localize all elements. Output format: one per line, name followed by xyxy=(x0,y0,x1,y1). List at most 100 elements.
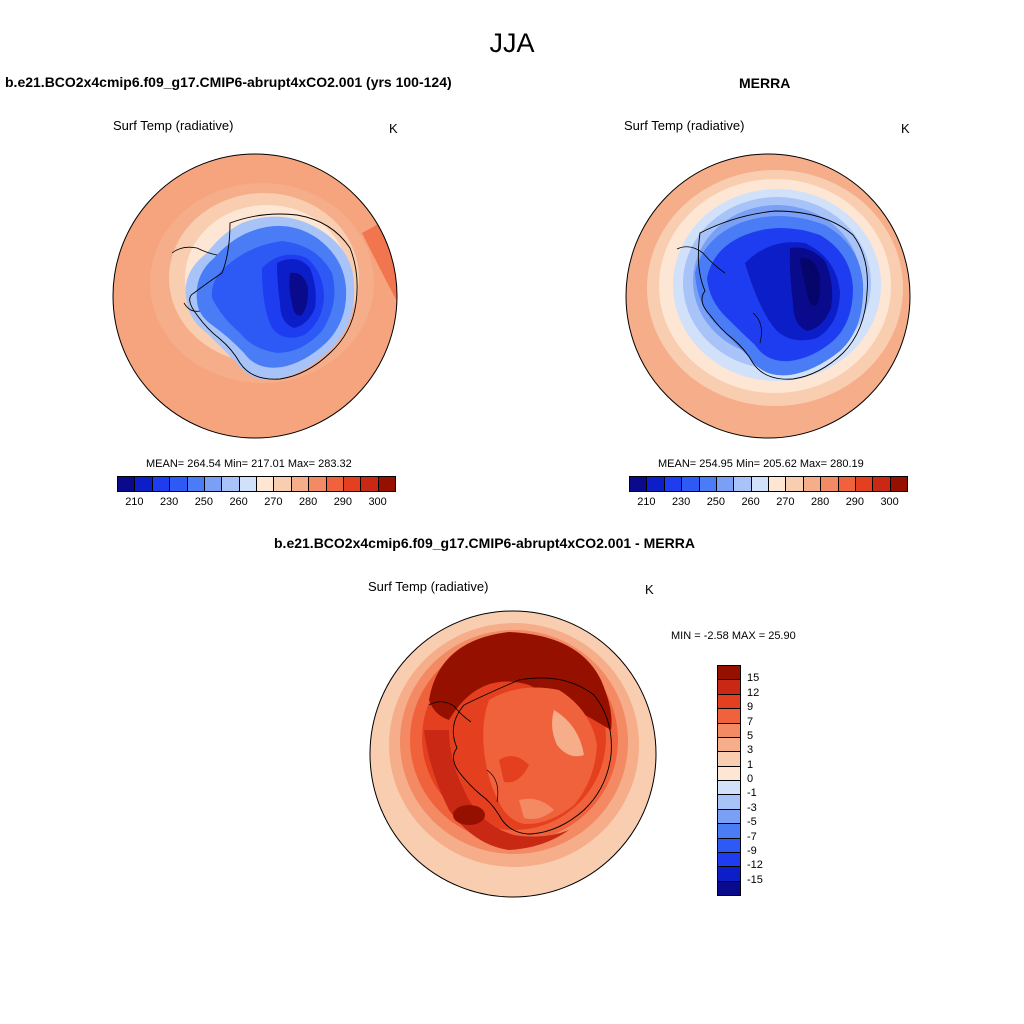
diff-colorbar-ticks: 15 12 9 7 5 3 1 0 -1 -3 -5 -7 -9 -12 -15 xyxy=(747,665,787,895)
colorbar-tick-label: -3 xyxy=(747,801,757,814)
colorbar-swatch xyxy=(646,476,665,492)
obs-colorbar xyxy=(629,476,908,492)
colorbar-swatch xyxy=(151,476,171,492)
colorbar-swatch xyxy=(717,837,741,853)
colorbar-tick-label: 250 xyxy=(706,496,726,508)
colorbar-swatch xyxy=(698,476,717,492)
colorbar-swatch xyxy=(134,476,153,492)
colorbar-swatch xyxy=(273,476,292,492)
colorbar-tick-label: 300 xyxy=(880,496,899,508)
colorbar-swatch xyxy=(854,476,874,492)
obs-polar-map xyxy=(625,153,911,439)
model-colorbar xyxy=(117,476,396,492)
colorbar-tick-label: 260 xyxy=(741,496,760,508)
colorbar-swatch xyxy=(717,794,741,810)
diff-variable-label: Surf Temp (radiative) xyxy=(368,579,489,594)
colorbar-swatch xyxy=(681,476,700,492)
colorbar-tick-label: 3 xyxy=(747,744,754,757)
colorbar-tick-label: 230 xyxy=(159,496,179,508)
obs-colorbar-ticks: 210 230 250 260 270 280 290 300 xyxy=(629,496,907,510)
colorbar-swatch xyxy=(717,823,741,839)
colorbar-swatch xyxy=(186,476,205,492)
colorbar-swatch xyxy=(717,679,741,695)
colorbar-tick-label: 270 xyxy=(264,496,283,508)
colorbar-swatch xyxy=(221,476,240,492)
colorbar-swatch xyxy=(717,851,741,868)
colorbar-swatch xyxy=(717,765,741,781)
colorbar-swatch xyxy=(837,476,856,492)
colorbar-swatch xyxy=(717,722,741,738)
colorbar-tick-label: 210 xyxy=(637,496,656,508)
colorbar-swatch xyxy=(342,476,362,492)
colorbar-swatch xyxy=(663,476,683,492)
colorbar-swatch xyxy=(717,736,741,753)
diff-polar-map xyxy=(369,610,657,898)
colorbar-tick-label: 280 xyxy=(298,496,318,508)
obs-stats: MEAN= 254.95 Min= 205.62 Max= 280.19 xyxy=(658,458,864,470)
colorbar-tick-label: -15 xyxy=(747,873,763,886)
model-colorbar-ticks: 210 230 250 260 270 280 290 300 xyxy=(117,496,395,510)
colorbar-tick-label: 270 xyxy=(776,496,795,508)
obs-panel-title: MERRA xyxy=(739,75,791,91)
colorbar-tick-label: -9 xyxy=(747,844,757,857)
obs-units-label: K xyxy=(901,121,910,136)
colorbar-tick-label: -7 xyxy=(747,830,757,843)
colorbar-swatch xyxy=(203,476,223,492)
colorbar-swatch xyxy=(820,476,839,492)
colorbar-swatch xyxy=(360,476,379,492)
diff-units-label: K xyxy=(645,582,654,597)
diff-panel-title: b.e21.BCO2x4cmip6.f09_g17.CMIP6-abrupt4x… xyxy=(274,535,695,551)
colorbar-tick-label: 15 xyxy=(747,672,760,685)
colorbar-swatch xyxy=(238,476,257,492)
page-title: JJA xyxy=(489,28,535,58)
colorbar-tick-label: 12 xyxy=(747,686,760,699)
colorbar-swatch xyxy=(785,476,804,492)
colorbar-tick-label: 290 xyxy=(845,496,865,508)
colorbar-tick-label: -12 xyxy=(747,859,763,872)
colorbar-swatch xyxy=(256,476,275,492)
model-polar-map xyxy=(112,153,398,439)
model-stats: MEAN= 264.54 Min= 217.01 Max= 283.32 xyxy=(146,458,352,470)
colorbar-tick-label: -5 xyxy=(747,816,757,829)
colorbar-swatch xyxy=(717,693,741,710)
colorbar-swatch xyxy=(169,476,188,492)
colorbar-tick-label: 1 xyxy=(747,758,754,771)
colorbar-tick-label: 5 xyxy=(747,729,754,742)
colorbar-swatch xyxy=(629,476,648,492)
model-variable-label: Surf Temp (radiative) xyxy=(113,118,234,133)
colorbar-tick-label: 210 xyxy=(125,496,144,508)
colorbar-tick-label: -1 xyxy=(747,787,757,800)
diff-stats: MIN = -2.58 MAX = 25.90 xyxy=(671,630,796,642)
colorbar-swatch xyxy=(717,751,741,767)
colorbar-swatch xyxy=(325,476,344,492)
colorbar-tick-label: 280 xyxy=(810,496,830,508)
diff-colorbar xyxy=(717,665,741,896)
colorbar-tick-label: 9 xyxy=(747,701,754,714)
colorbar-swatch xyxy=(717,708,741,724)
colorbar-swatch xyxy=(768,476,787,492)
colorbar-tick-label: 290 xyxy=(333,496,353,508)
colorbar-tick-label: 7 xyxy=(747,715,754,728)
colorbar-swatch xyxy=(872,476,891,492)
colorbar-tick-label: 0 xyxy=(747,773,754,785)
colorbar-swatch xyxy=(802,476,822,492)
colorbar-swatch xyxy=(717,808,741,825)
colorbar-swatch xyxy=(717,866,741,882)
colorbar-tick-label: 230 xyxy=(671,496,691,508)
colorbar-swatch xyxy=(717,665,741,681)
model-units-label: K xyxy=(389,121,398,136)
colorbar-swatch xyxy=(715,476,735,492)
colorbar-swatch xyxy=(733,476,752,492)
colorbar-swatch xyxy=(308,476,327,492)
colorbar-tick-label: 250 xyxy=(194,496,214,508)
model-panel-title: b.e21.BCO2x4cmip6.f09_g17.CMIP6-abrupt4x… xyxy=(5,74,452,90)
colorbar-swatch xyxy=(889,476,908,492)
colorbar-swatch xyxy=(290,476,310,492)
colorbar-swatch xyxy=(377,476,396,492)
colorbar-swatch xyxy=(750,476,769,492)
colorbar-tick-label: 260 xyxy=(229,496,248,508)
obs-variable-label: Surf Temp (radiative) xyxy=(624,118,745,133)
colorbar-swatch xyxy=(717,880,741,896)
colorbar-tick-label: 300 xyxy=(368,496,387,508)
colorbar-swatch xyxy=(717,780,741,796)
